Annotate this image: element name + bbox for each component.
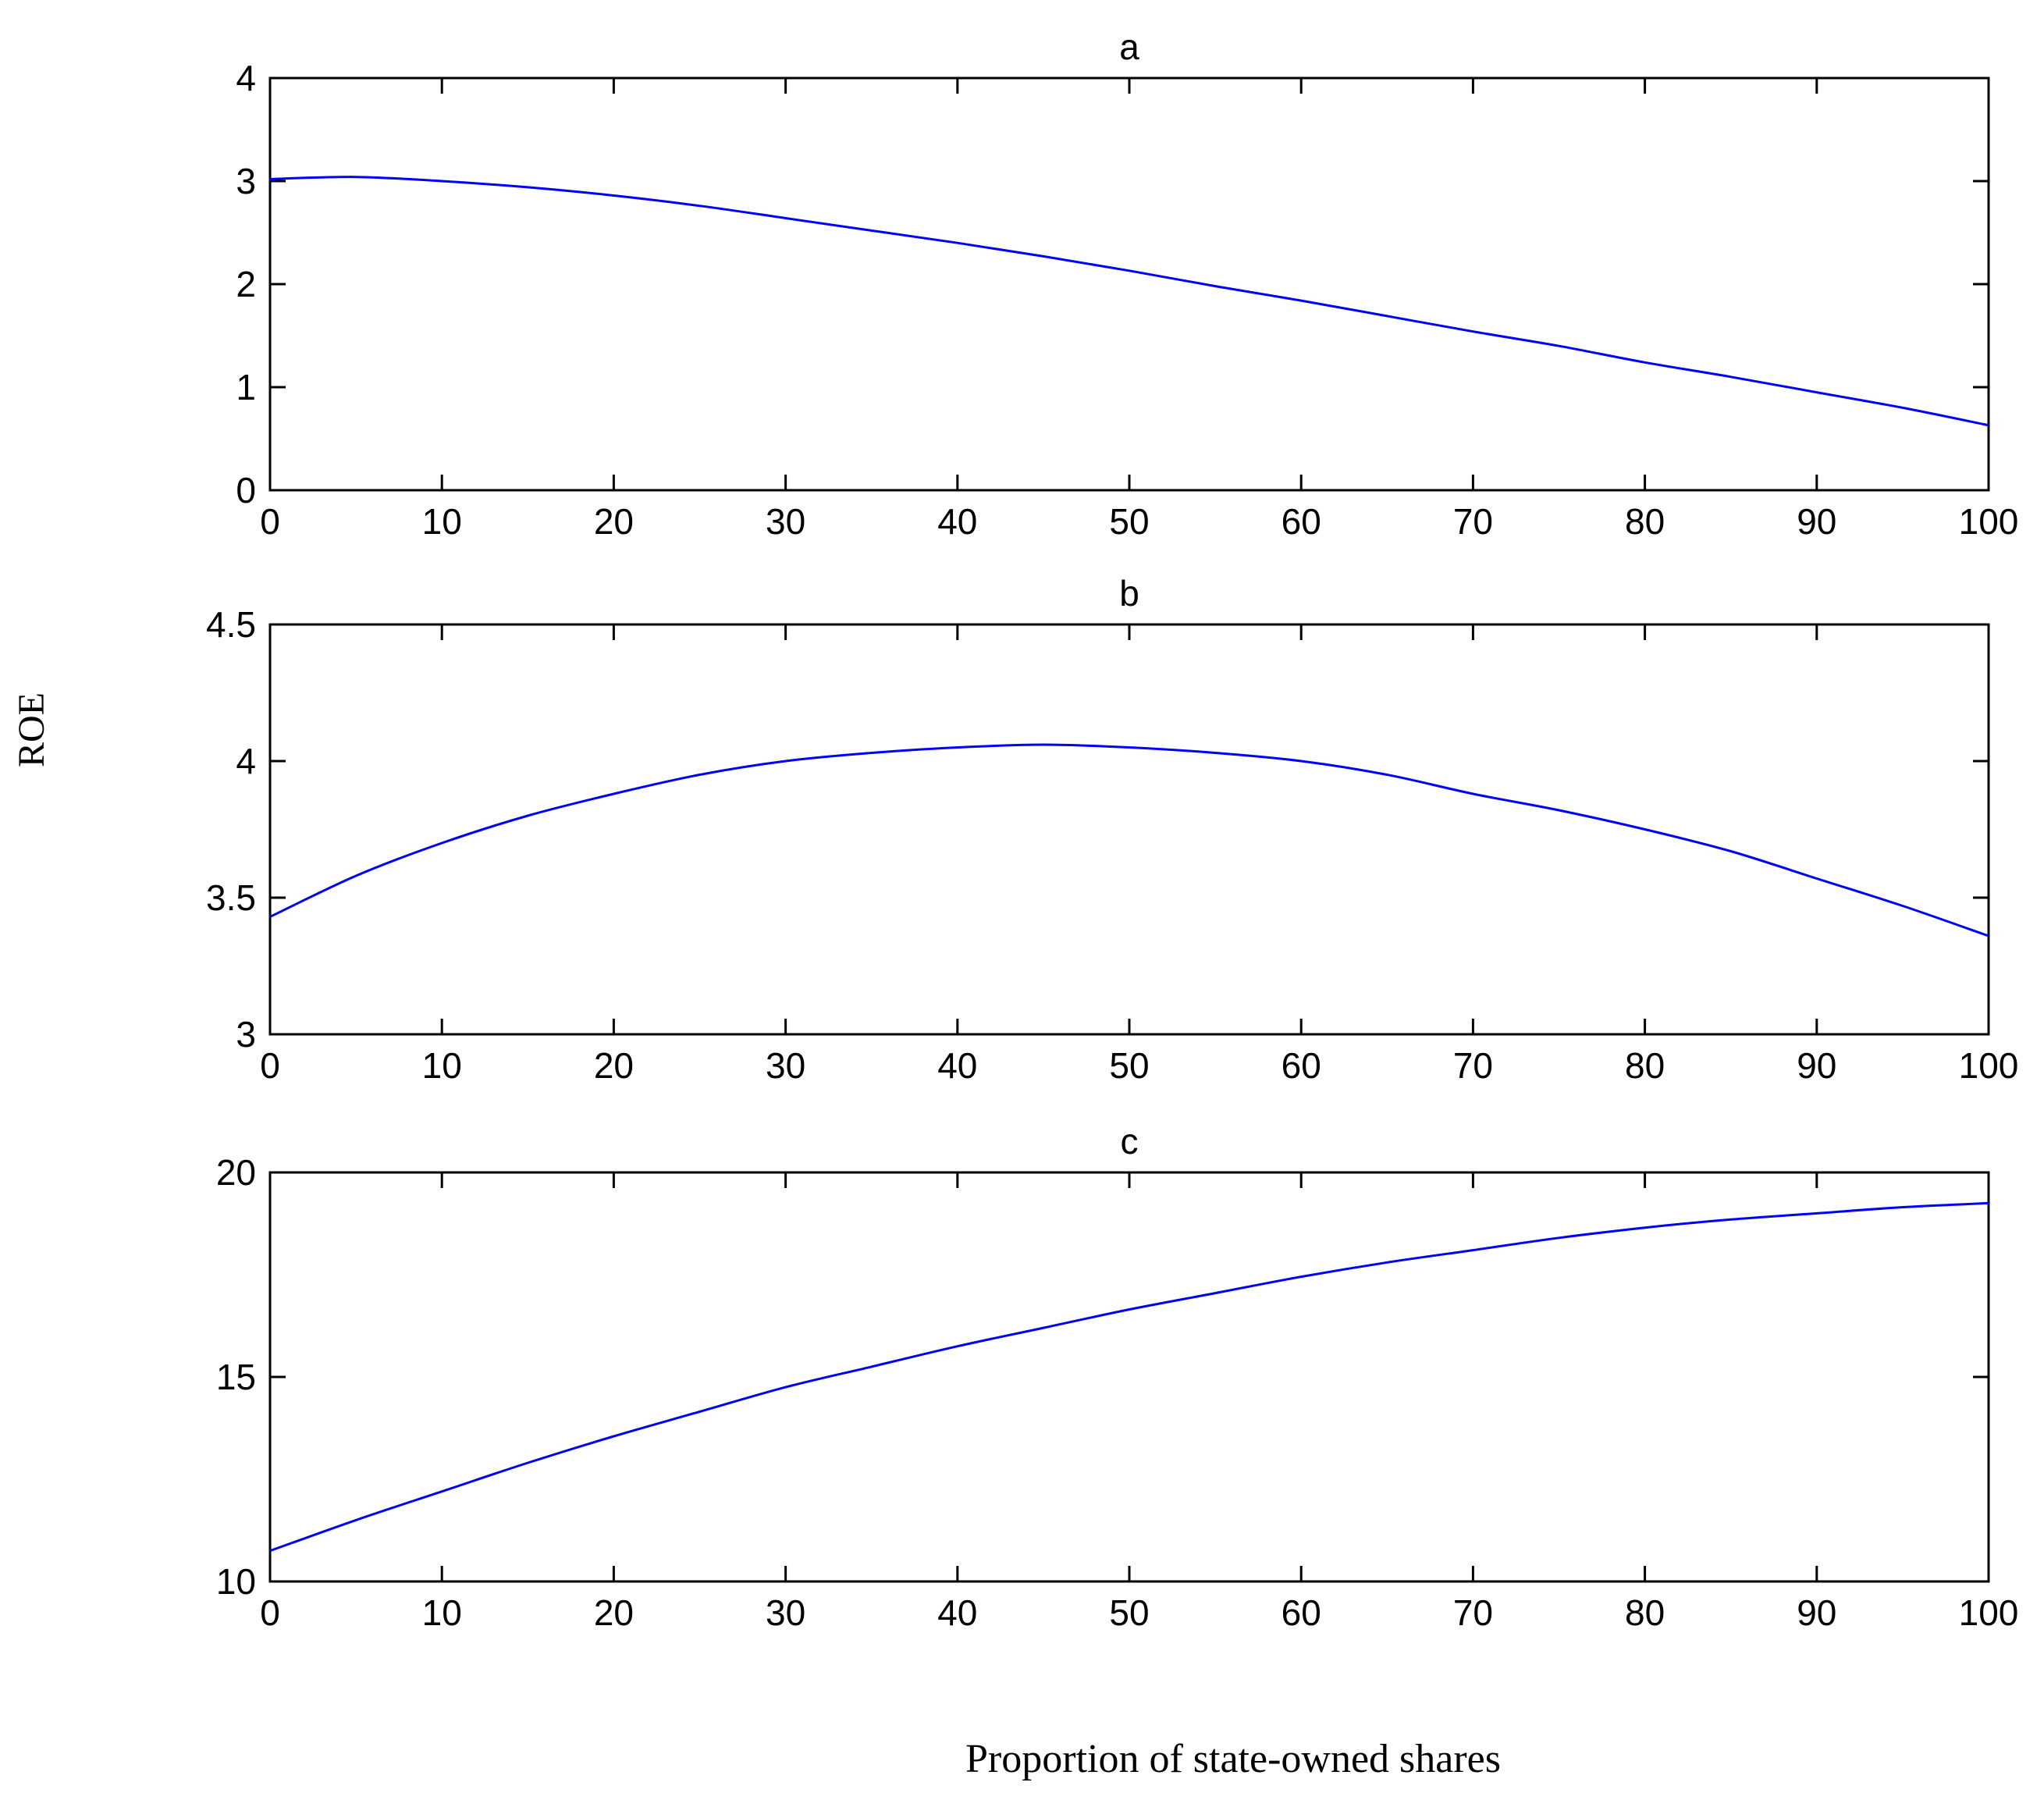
x-tick-label: 70 [1453, 1045, 1493, 1086]
x-tick-label: 10 [422, 1045, 462, 1086]
x-tick-label: 60 [1281, 1592, 1321, 1633]
y-tick-label: 10 [216, 1561, 256, 1602]
series-line-b [269, 743, 1989, 937]
y-tick-label: 4 [236, 58, 256, 98]
subplot-title: a [1119, 27, 1139, 67]
x-tick-label: 40 [937, 1592, 977, 1633]
y-tick-label: 4.5 [206, 604, 256, 645]
x-tick-label: 60 [1281, 501, 1321, 542]
x-tick-label: 20 [594, 1592, 634, 1633]
y-tick-label: 1 [236, 367, 256, 407]
subplot-title: b [1119, 573, 1139, 614]
y-tick-label: 3 [236, 161, 256, 201]
subplot-b: b 0 10 20 30 40 50 60 70 80 90 100 3 3.5 4 4.5 [206, 573, 2018, 1086]
x-tick-label: 70 [1453, 501, 1493, 542]
x-tick-label: 40 [937, 501, 977, 542]
y-tick-label: 3 [236, 1014, 256, 1055]
x-tick-label: 10 [422, 1592, 462, 1633]
x-tick-label: 20 [594, 1045, 634, 1086]
x-tick-label: 90 [1797, 1592, 1836, 1633]
x-tick-label: 50 [1109, 1045, 1149, 1086]
y-tick-label: 3.5 [206, 877, 256, 918]
y-tick-label: 15 [216, 1357, 256, 1397]
x-tick-label: 80 [1625, 501, 1665, 542]
x-tick-label: 0 [260, 1045, 280, 1086]
subplot-a: a 0 10 20 30 40 50 60 70 80 90 100 0 1 2 3 4 [236, 27, 2018, 542]
x-tick-label: 100 [1959, 501, 2019, 542]
y-tick-label: 4 [236, 741, 256, 781]
x-tick-label: 30 [766, 1045, 805, 1086]
x-tick-label: 0 [260, 501, 280, 542]
plot-frame [268, 623, 1990, 1036]
y-tick-label: 0 [236, 470, 256, 511]
x-tick-label: 90 [1797, 501, 1836, 542]
x-tick-label: 30 [766, 1592, 805, 1633]
y-tick-label: 2 [236, 264, 256, 304]
x-tick-label: 80 [1625, 1592, 1665, 1633]
x-tick-label: 90 [1797, 1045, 1836, 1086]
x-tick-label: 30 [766, 501, 805, 542]
x-tick-label: 70 [1453, 1592, 1493, 1633]
x-tick-label: 100 [1959, 1045, 2019, 1086]
plot-frame [268, 1171, 1990, 1583]
subplot-title: c [1121, 1121, 1139, 1162]
x-tick-label: 0 [260, 1592, 280, 1633]
series-line-a [269, 176, 1989, 427]
x-tick-label: 20 [594, 501, 634, 542]
y-tick-label: 20 [216, 1152, 256, 1193]
x-tick-label: 50 [1109, 501, 1149, 542]
x-tick-label: 100 [1959, 1592, 2019, 1633]
plot-frame [268, 76, 1990, 492]
x-tick-label: 60 [1281, 1045, 1321, 1086]
x-tick-label: 50 [1109, 1592, 1149, 1633]
series-line-c [269, 1201, 1989, 1553]
y-axis-label: ROE [11, 692, 52, 767]
x-tick-label: 80 [1625, 1045, 1665, 1086]
x-tick-label: 10 [422, 501, 462, 542]
x-tick-label: 40 [937, 1045, 977, 1086]
x-axis-label: Proportion of state-owned shares [965, 1737, 1501, 1781]
